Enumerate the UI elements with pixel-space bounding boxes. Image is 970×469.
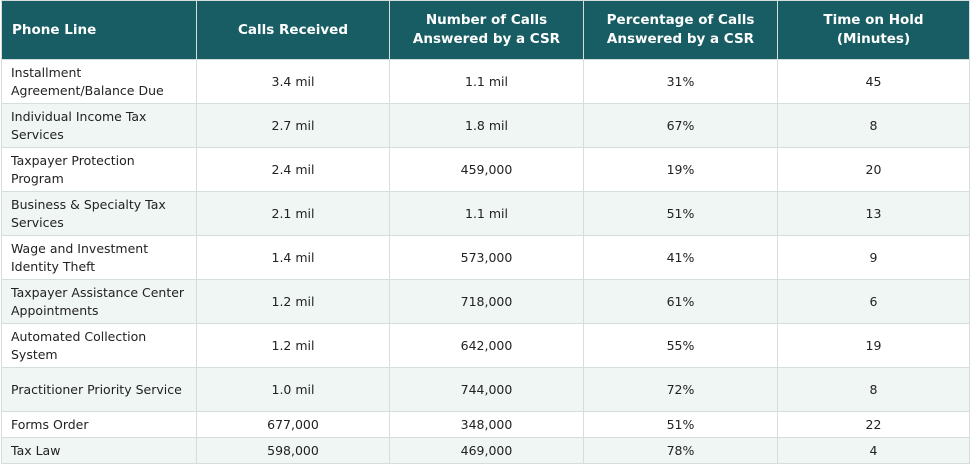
value-cell: 744,000 [389,367,584,412]
table-head: Phone Line Calls Received Number of Calls … [1,0,970,60]
value-cell: 51% [583,191,778,236]
column-header: Time on Hold (Minutes) [777,0,970,60]
phone-line-cell: Business & Specialty Tax Services [1,191,197,236]
value-cell: 1.8 mil [389,103,584,148]
value-cell: 3.4 mil [196,59,390,104]
value-cell: 1.4 mil [196,235,390,280]
value-cell: 4 [777,437,970,464]
value-cell: 718,000 [389,279,584,324]
phone-line-cell: Individual Income Tax Services [1,103,197,148]
value-cell: 2.4 mil [196,147,390,192]
phone-line-cell: Automated Collection System [1,323,197,368]
value-cell: 45 [777,59,970,104]
value-cell: 1.2 mil [196,323,390,368]
value-cell: 41% [583,235,778,280]
table-row: Taxpayer Assistance Center Appointments 1… [1,279,970,324]
value-cell: 1.0 mil [196,367,390,412]
value-cell: 6 [777,279,970,324]
value-cell: 8 [777,103,970,148]
value-cell: 19% [583,147,778,192]
value-cell: 1.1 mil [389,191,584,236]
phone-line-cell: Installment Agreement/Balance Due [1,59,197,104]
phone-line-cell: Tax Law [1,437,197,464]
value-cell: 2.1 mil [196,191,390,236]
value-cell: 573,000 [389,235,584,280]
column-header: Calls Received [196,0,390,60]
value-cell: 9 [777,235,970,280]
value-cell: 51% [583,411,778,438]
value-cell: 598,000 [196,437,390,464]
column-header: Phone Line [1,0,197,60]
value-cell: 677,000 [196,411,390,438]
value-cell: 55% [583,323,778,368]
value-cell: 72% [583,367,778,412]
table-row: Taxpayer Protection Program 2.4 mil 459,00… [1,147,970,192]
value-cell: 642,000 [389,323,584,368]
value-cell: 2.7 mil [196,103,390,148]
phone-line-cell: Taxpayer Assistance Center Appointments [1,279,197,324]
value-cell: 31% [583,59,778,104]
table-row: Installment Agreement/Balance Due 3.4 mil… [1,59,970,104]
value-cell: 13 [777,191,970,236]
phone-line-cell: Wage and Investment Identity Theft [1,235,197,280]
table-row: Practitioner Priority Service 1.0 mil 744,… [1,367,970,412]
value-cell: 1.2 mil [196,279,390,324]
value-cell: 67% [583,103,778,148]
table-row: Business & Specialty Tax Services 2.1 mil… [1,191,970,236]
value-cell: 469,000 [389,437,584,464]
value-cell: 20 [777,147,970,192]
table-row: Wage and Investment Identity Theft 1.4 mi… [1,235,970,280]
table-row: Forms Order 677,000 348,000 51% 22 [1,411,970,438]
value-cell: 1.1 mil [389,59,584,104]
value-cell: 459,000 [389,147,584,192]
phone-line-cell: Practitioner Priority Service [1,367,197,412]
column-header: Percentage of Calls Answered by a CSR [583,0,778,60]
value-cell: 22 [777,411,970,438]
table-row: Individual Income Tax Services 2.7 mil 1.8… [1,103,970,148]
value-cell: 78% [583,437,778,464]
column-header: Number of Calls Answered by a CSR [389,0,584,60]
phone-line-cell: Taxpayer Protection Program [1,147,197,192]
table-row: Tax Law 598,000 469,000 78% 4 [1,437,970,464]
header-row: Phone Line Calls Received Number of Calls … [1,0,970,60]
value-cell: 19 [777,323,970,368]
table-row: Automated Collection System 1.2 mil 642,00… [1,323,970,368]
phone-line-cell: Forms Order [1,411,197,438]
value-cell: 8 [777,367,970,412]
table-body: Installment Agreement/Balance Due 3.4 mil… [1,59,970,464]
value-cell: 61% [583,279,778,324]
value-cell: 348,000 [389,411,584,438]
